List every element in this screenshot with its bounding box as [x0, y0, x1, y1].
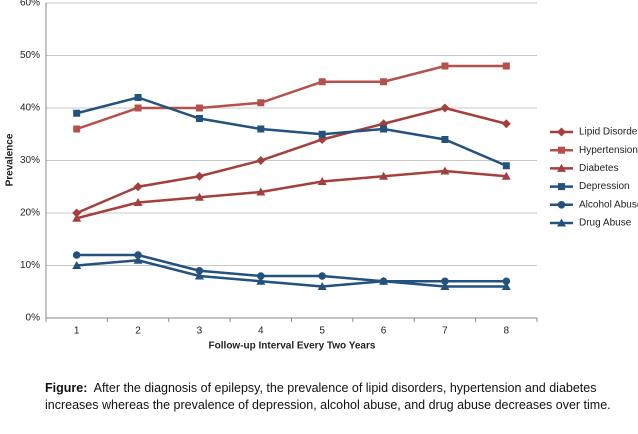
marker	[440, 103, 450, 113]
marker	[72, 251, 81, 259]
marker	[256, 187, 266, 196]
legend-label: Depression	[579, 181, 630, 192]
marker	[557, 218, 566, 227]
marker	[73, 125, 81, 133]
marker	[133, 182, 143, 192]
marker	[134, 251, 142, 259]
legend-label: Lipid Disorders	[579, 127, 638, 138]
marker	[557, 163, 566, 172]
marker	[73, 109, 81, 117]
marker	[441, 277, 449, 286]
marker	[133, 255, 143, 264]
marker	[134, 94, 142, 101]
marker	[195, 115, 203, 122]
marker	[72, 208, 82, 218]
y-axis-title: Prevalence	[5, 133, 16, 186]
marker	[379, 276, 389, 285]
marker	[379, 171, 389, 180]
caption-label: Figure:	[45, 381, 88, 395]
marker	[501, 282, 511, 290]
marker	[380, 78, 388, 86]
x-tick-label: 2	[135, 326, 141, 337]
x-tick-label: 5	[319, 326, 325, 337]
legend-label: Diabetes	[579, 163, 618, 174]
x-tick-label: 7	[442, 326, 448, 337]
x-tick-label: 1	[74, 326, 80, 337]
y-tick-label: 10%	[20, 260, 40, 271]
marker	[257, 125, 265, 133]
y-tick-label: 30%	[20, 155, 40, 166]
marker	[317, 177, 327, 185]
marker	[318, 78, 326, 86]
marker	[317, 282, 327, 290]
marker	[441, 62, 449, 70]
marker	[318, 272, 326, 280]
marker	[501, 171, 511, 180]
legend-label: Drug Abuse	[579, 218, 632, 229]
marker	[502, 162, 510, 170]
marker	[501, 119, 511, 129]
marker	[72, 213, 82, 222]
marker	[257, 272, 265, 280]
x-axis-title: Follow-up Interval Every Two Years	[209, 341, 376, 352]
y-tick-label: 40%	[20, 103, 40, 114]
series-line	[76, 258, 507, 288]
marker	[502, 62, 510, 70]
x-tick-label: 4	[258, 326, 264, 337]
marker	[257, 99, 265, 107]
marker	[557, 127, 566, 137]
marker	[256, 276, 266, 285]
series-line	[76, 64, 507, 131]
caption-text: After the diagnosis of epilepsy, the pre…	[45, 381, 611, 412]
marker	[256, 156, 266, 165]
y-tick-label: 20%	[20, 208, 40, 219]
marker	[502, 277, 511, 286]
marker	[441, 136, 449, 143]
marker	[194, 192, 204, 201]
marker	[195, 104, 203, 112]
marker	[440, 166, 450, 175]
marker	[194, 271, 204, 280]
x-tick-label: 8	[504, 326, 510, 337]
x-tick-label: 6	[381, 326, 387, 337]
marker	[72, 261, 82, 269]
marker	[194, 171, 204, 181]
marker	[557, 201, 566, 209]
marker	[558, 183, 565, 191]
legend-label: Hypertension	[579, 145, 638, 156]
marker	[558, 146, 565, 154]
marker	[440, 282, 450, 290]
marker	[133, 198, 143, 206]
marker	[134, 104, 142, 112]
y-tick-label: 0%	[26, 313, 41, 324]
x-tick-label: 3	[197, 326, 203, 337]
series-line	[76, 253, 507, 283]
legend-label: Alcohol Abuse	[579, 199, 638, 210]
series-line	[76, 96, 507, 167]
series-line	[76, 169, 507, 220]
series-line	[76, 106, 507, 215]
marker	[195, 266, 204, 275]
marker	[380, 125, 388, 133]
marker	[318, 130, 326, 138]
caption: Figure: After the diagnosis of epilepsy,…	[45, 380, 630, 414]
y-tick-label: 60%	[20, 0, 40, 9]
chart: Prevalence Follow-up Interval Every Two …	[5, 0, 638, 352]
y-tick-label: 50%	[20, 50, 40, 61]
